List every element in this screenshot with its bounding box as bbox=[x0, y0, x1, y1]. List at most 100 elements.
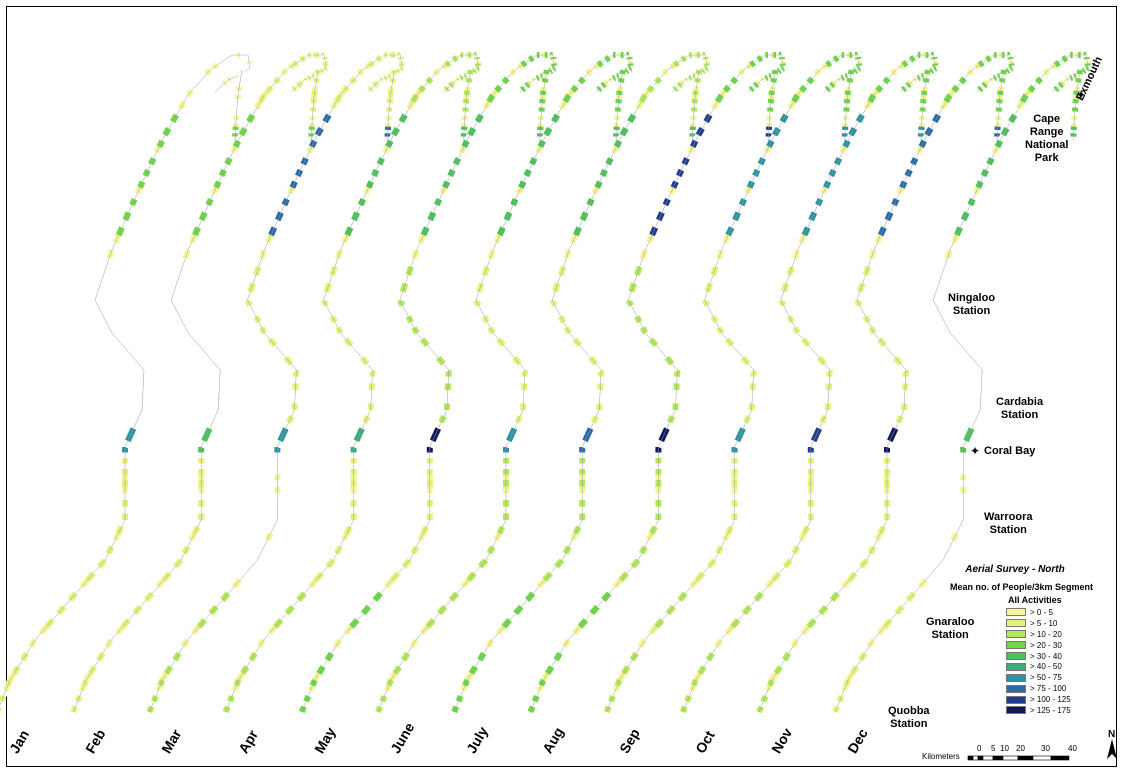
coast-segment-outline bbox=[774, 69, 776, 75]
coast-segment-outline bbox=[443, 89, 446, 93]
coast-segment-outline bbox=[551, 299, 556, 306]
coast-panel-july bbox=[451, 52, 711, 714]
coast-segment-outline bbox=[347, 82, 352, 87]
legend-group-title: All Activities bbox=[1008, 595, 1062, 605]
coast-segment-outline bbox=[498, 339, 504, 346]
coast-segment-outline bbox=[259, 639, 264, 647]
coast-segment-outline bbox=[1026, 90, 1031, 96]
coast-segment-outline bbox=[246, 659, 252, 667]
coast-segment-outline bbox=[410, 258, 415, 267]
coast-segment-outline bbox=[852, 666, 857, 674]
legend-label: > 0 - 5 bbox=[1030, 607, 1053, 617]
coast-segment-outline bbox=[692, 140, 696, 147]
coast-segment-outline bbox=[773, 573, 780, 581]
place-label-quobba: Quobba Station bbox=[888, 705, 930, 730]
coast-segment-outline bbox=[743, 67, 748, 71]
coast-segment-outline bbox=[650, 339, 657, 346]
coast-segment-outline bbox=[0, 701, 2, 706]
coast-segment-outline bbox=[911, 79, 914, 83]
coast-panel-jan bbox=[0, 52, 253, 713]
coast-segment-outline bbox=[807, 519, 812, 527]
coast-segment-outline bbox=[760, 701, 764, 707]
coast-segment-outline bbox=[645, 90, 650, 96]
coast-segment-outline bbox=[532, 54, 537, 58]
coast-segment-outline bbox=[740, 428, 744, 435]
coast-segment-outline bbox=[492, 332, 499, 340]
coast-segment-outline bbox=[864, 646, 870, 654]
coast-segment-outline bbox=[716, 639, 722, 647]
coast-segment-outline bbox=[443, 363, 449, 371]
coast-segment-outline bbox=[715, 258, 720, 267]
legend-row: > 20 - 30 bbox=[1006, 640, 1120, 651]
coast-segment-outline bbox=[1066, 54, 1071, 58]
coast-segment-outline bbox=[877, 86, 882, 91]
coast-segment-outline bbox=[423, 82, 428, 87]
coast-segment-outline bbox=[963, 212, 968, 221]
coast-segment-outline bbox=[854, 70, 857, 72]
coast-segment-outline bbox=[870, 327, 875, 334]
coast-segment-outline bbox=[216, 87, 220, 91]
coast-segment-outline bbox=[514, 67, 519, 71]
coast-segment-outline bbox=[631, 305, 635, 312]
coast-segment-outline bbox=[880, 82, 885, 87]
coast-segment-outline bbox=[889, 434, 893, 441]
coast-segment-outline bbox=[797, 90, 802, 96]
coast-segment-outline bbox=[335, 639, 341, 647]
coast-segment-outline bbox=[193, 626, 200, 634]
coast-segment-outline bbox=[610, 152, 614, 159]
coast-segment-outline bbox=[374, 593, 381, 601]
coast-segment-outline bbox=[895, 357, 901, 364]
coast-segment-outline bbox=[608, 78, 612, 81]
coast-segment-outline bbox=[855, 566, 862, 574]
coast-segment-outline bbox=[585, 204, 590, 213]
coast-segment-outline bbox=[125, 212, 129, 221]
coast-segment-outline bbox=[900, 89, 904, 93]
coast-segment-outline bbox=[648, 86, 653, 91]
coast-segment-outline bbox=[536, 77, 539, 79]
coast-segment-outline bbox=[1003, 69, 1005, 75]
coast-segment-outline bbox=[518, 64, 523, 68]
coast-segment-outline bbox=[813, 434, 817, 441]
coast-segment-outline bbox=[545, 74, 547, 79]
coast-panel-apr bbox=[222, 52, 482, 714]
coast-segment-outline bbox=[485, 553, 490, 561]
coast-segment-outline bbox=[604, 81, 608, 85]
coast-segment-outline bbox=[985, 81, 989, 85]
coast-segment-outline bbox=[168, 121, 173, 129]
coast-segment-outline bbox=[518, 187, 522, 194]
coast-segment-outline bbox=[274, 219, 278, 228]
coast-segment-outline bbox=[519, 409, 524, 417]
coast-segment-outline bbox=[368, 181, 372, 188]
coast-segment-outline bbox=[300, 57, 305, 61]
coast-segment-outline bbox=[376, 57, 381, 61]
coast-segment-outline bbox=[136, 416, 140, 423]
coast-segment-outline bbox=[304, 54, 309, 58]
coast-segment-outline bbox=[765, 146, 770, 153]
coast-segment-outline bbox=[170, 291, 175, 301]
coast-segment-outline bbox=[572, 234, 577, 243]
coast-segment-outline bbox=[224, 57, 229, 61]
coast-segment-outline bbox=[968, 428, 972, 435]
coast-segment-outline bbox=[555, 653, 561, 661]
coast-segment-outline bbox=[295, 85, 298, 89]
coast-segment-outline bbox=[681, 164, 685, 171]
coast-segment-outline bbox=[590, 357, 597, 364]
coast-segment-outline bbox=[412, 546, 417, 554]
coast-segment-outline bbox=[291, 89, 294, 93]
coast-segment-outline bbox=[376, 164, 380, 171]
coast-segment-outline bbox=[365, 64, 370, 68]
coast-segment-outline bbox=[705, 114, 711, 122]
coast-segment-outline bbox=[183, 94, 189, 102]
coast-segment-outline bbox=[347, 227, 351, 236]
legend-label: > 10 - 20 bbox=[1030, 629, 1062, 639]
coast-segment-outline bbox=[994, 146, 998, 153]
coast-segment-outline bbox=[81, 579, 88, 587]
coast-segment-outline bbox=[456, 54, 461, 58]
coast-segment-outline bbox=[351, 345, 357, 352]
coast-segment-outline bbox=[198, 619, 206, 627]
coast-segment-outline bbox=[525, 59, 530, 63]
coast-segment-outline bbox=[763, 78, 766, 80]
coast-segment-outline bbox=[386, 579, 393, 587]
coast-segment-outline bbox=[432, 434, 436, 441]
coast-segment-outline bbox=[384, 690, 387, 697]
